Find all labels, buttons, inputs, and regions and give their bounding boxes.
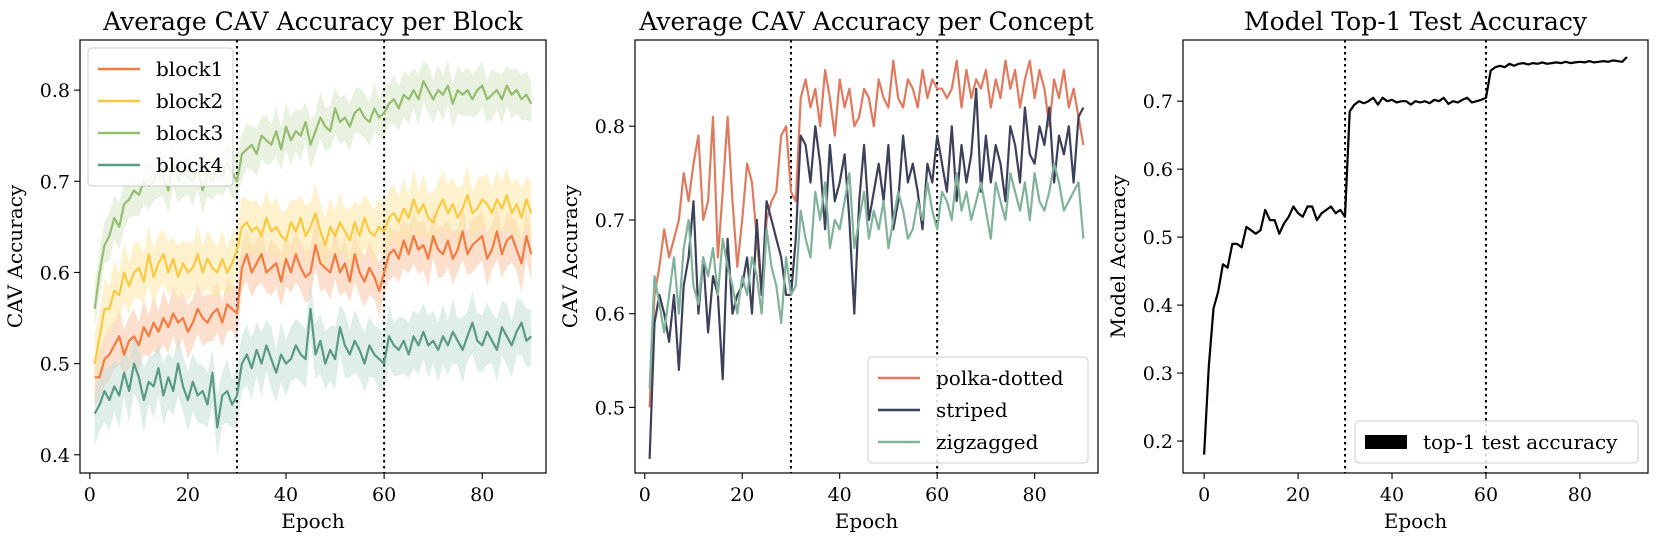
chart-title: Model Top-1 Test Accuracy [1244,7,1588,36]
legend-label-polka-dotted: polka-dotted [936,366,1064,390]
chart-panel-3: 0 20 40 60 80 0.2 0.3 0.4 0.5 0.6 0.7 Model Top-1 T… [1106,7,1649,533]
x-tick-label: 20 [176,484,200,506]
legend-frame [87,47,234,187]
x-tick-label: 80 [1568,484,1592,506]
chart-panel-1: 0 20 40 60 80 0.4 0.5 0.6 0.7 0.8 Average CAV Accu… [3,7,547,533]
y-tick-label: 0.5 [40,354,70,376]
x-tick-label: 20 [730,484,754,506]
y-tick-label: 0.2 [1143,431,1173,453]
y-tick-label: 0.6 [595,304,625,326]
series-line-striped [648,87,1085,459]
series-line-block3 [93,79,533,310]
y-tick-label: 0.4 [40,445,70,467]
x-tick-label: 60 [925,484,949,506]
chart-title: Average CAV Accuracy per Concept [638,7,1093,36]
x-tick-label: 40 [1380,484,1404,506]
x-tick-label: 40 [828,484,852,506]
series-line-block4 [93,307,533,429]
y-tick-label: 0.7 [595,210,625,232]
x-tick-label: 80 [1023,484,1047,506]
chart-panel-2: 0 20 40 60 80 0.5 0.6 0.7 0.8 Average CAV Accurac… [558,7,1099,533]
band-block2 [94,164,532,390]
axes-frame [79,39,547,474]
axes-frame [634,39,1099,474]
y-tick-label: 0.7 [1143,91,1173,113]
band-block3 [94,60,532,330]
series-line-zigzagged [648,162,1085,389]
band-block1 [94,203,532,406]
y-tick-label: 0.8 [40,80,70,102]
series-line-polka-dotted [648,59,1085,408]
series-line-block2 [93,193,533,364]
axes-frame [1182,39,1649,474]
legend-label-block2: block2 [156,89,223,113]
x-tick-label: 40 [274,484,298,506]
legend-label-zigzagged: zigzagged [936,430,1039,454]
y-tick-label: 0.7 [40,171,70,193]
x-tick-label: 80 [470,484,494,506]
y-tick-label: 0.6 [40,262,70,284]
x-axis-label: Epoch [835,509,899,533]
series-line-top-1 test accuracy [1203,56,1628,455]
legend-label-block3: block3 [156,121,223,145]
chart-title: Average CAV Accuracy per Block [102,7,524,36]
band-block4 [94,279,532,456]
legend: block1 block2 block3 block4 [87,47,234,187]
series-line-block1 [94,230,533,379]
plot-area [1203,40,1628,473]
legend-swatch-top-1 test accuracy [1365,435,1407,449]
legend: polka-dotted striped zigzagged [867,356,1089,464]
legend: top-1 test accuracy [1354,420,1639,464]
x-tick-label: 0 [639,484,651,506]
x-axis-label: Epoch [1384,509,1448,533]
legend-label-striped: striped [936,398,1008,422]
legend-frame [867,356,1089,464]
x-tick-label: 60 [372,484,396,506]
x-axis-label: Epoch [281,509,345,533]
y-tick-label: 0.4 [1143,295,1173,317]
x-tick-label: 60 [1474,484,1498,506]
legend-frame [1354,420,1639,464]
plot-area [93,40,533,473]
x-tick-label: 0 [84,484,96,506]
legend-label-block4: block4 [156,153,223,177]
legend-label-top-1 test accuracy: top-1 test accuracy [1423,430,1618,454]
y-tick-label: 0.3 [1143,363,1173,385]
x-tick-label: 20 [1286,484,1310,506]
x-tick-label: 0 [1198,484,1210,506]
y-tick-label: 0.5 [1143,227,1173,249]
y-tick-label: 0.6 [1143,159,1173,181]
y-axis-label: CAV Accuracy [558,184,582,328]
y-tick-label: 0.5 [595,397,625,419]
plot-area [648,40,1085,473]
y-tick-label: 0.8 [595,116,625,138]
y-axis-label: CAV Accuracy [3,184,27,328]
legend-label-block1: block1 [156,57,223,81]
y-axis-label: Model Accuracy [1106,174,1130,338]
